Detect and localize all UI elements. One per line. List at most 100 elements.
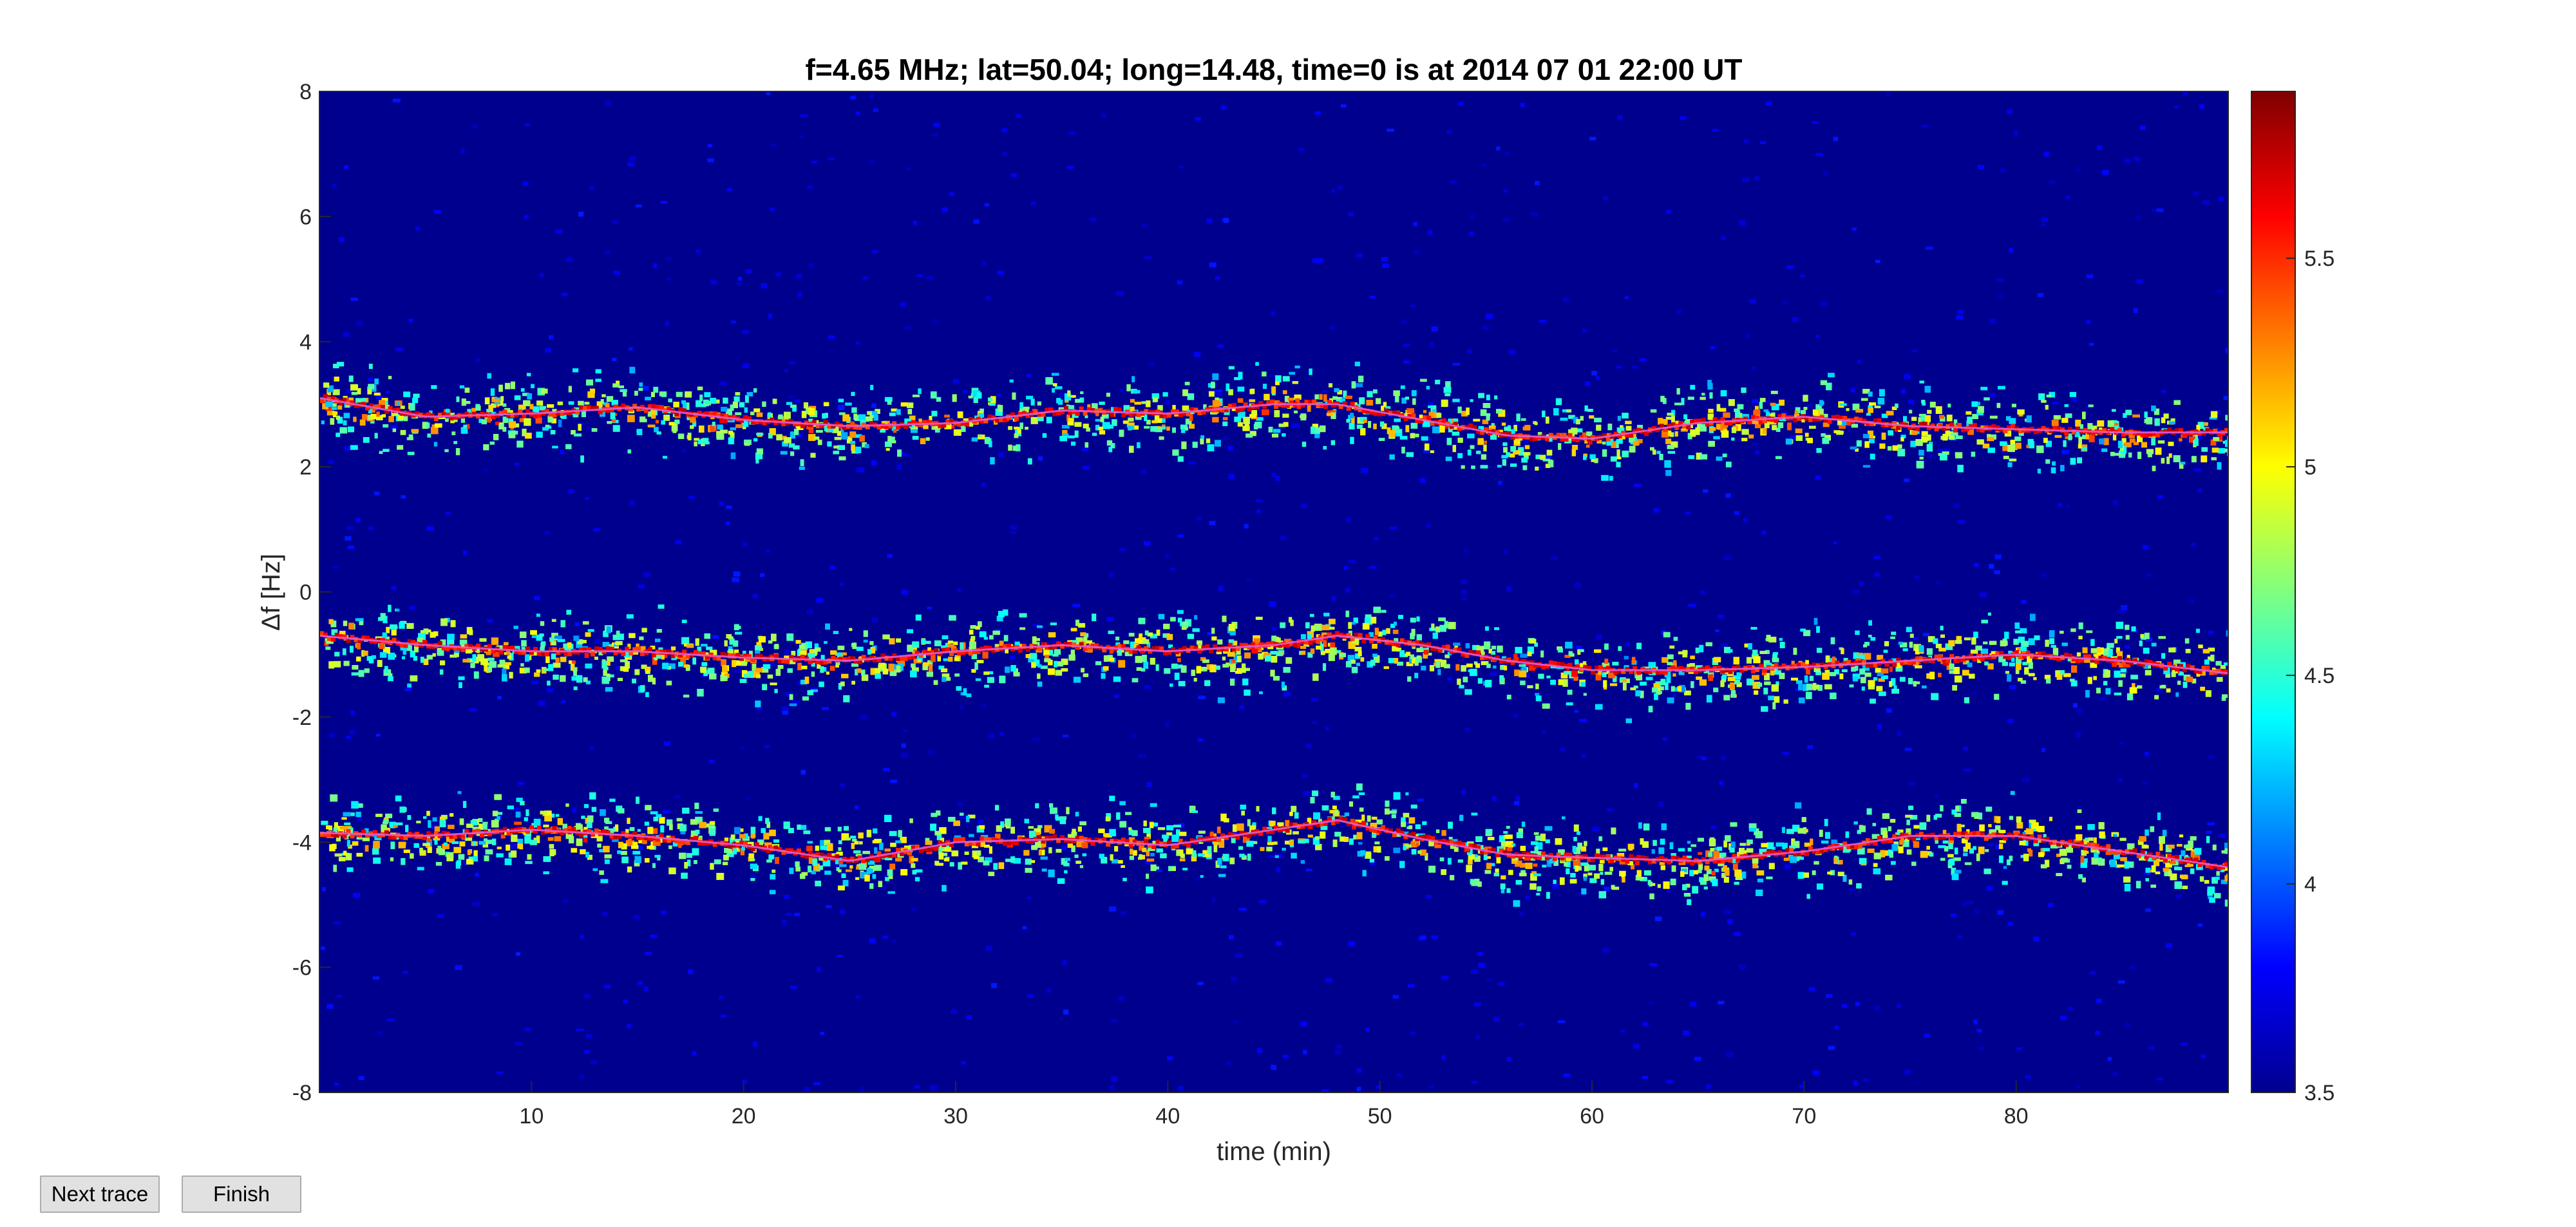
noise-speckle bbox=[1649, 963, 1658, 966]
trace-speckle bbox=[666, 680, 672, 686]
trace-speckle bbox=[1476, 451, 1481, 454]
trace-speckle bbox=[944, 422, 952, 429]
trace-speckle bbox=[1155, 664, 1159, 671]
trace-core bbox=[2213, 428, 2218, 434]
trace-speckle bbox=[1063, 433, 1069, 436]
trace-core bbox=[1533, 662, 1539, 668]
trace-speckle bbox=[602, 642, 609, 648]
noise-speckle bbox=[1807, 745, 1814, 749]
trace-speckle bbox=[1736, 682, 1742, 688]
noise-speckle bbox=[1177, 1086, 1184, 1091]
trace-speckle bbox=[1432, 412, 1440, 418]
trace-speckle bbox=[502, 668, 507, 675]
trace-speckle bbox=[670, 646, 676, 651]
noise-speckle bbox=[959, 705, 965, 710]
trace-core bbox=[701, 651, 706, 657]
trace-core bbox=[2178, 427, 2183, 433]
trace-speckle bbox=[1439, 624, 1446, 632]
trace-speckle bbox=[2224, 440, 2228, 447]
trace-speckle bbox=[1935, 406, 1942, 414]
trace-speckle bbox=[2123, 413, 2127, 418]
trace-speckle bbox=[1019, 422, 1024, 429]
trace-core bbox=[643, 407, 649, 413]
trace-speckle bbox=[1137, 442, 1141, 449]
trace-speckle bbox=[2208, 656, 2213, 660]
noise-speckle bbox=[2098, 449, 2105, 453]
trace-speckle bbox=[1253, 638, 1260, 644]
trace-speckle bbox=[1662, 398, 1667, 404]
trace-speckle bbox=[1735, 411, 1741, 419]
trace-speckle bbox=[1876, 655, 1884, 660]
trace-speckle bbox=[807, 653, 815, 660]
noise-speckle bbox=[1083, 465, 1090, 470]
trace-speckle bbox=[2061, 418, 2069, 423]
trace-speckle bbox=[1878, 678, 1885, 682]
trace-speckle bbox=[1654, 693, 1658, 700]
trace-speckle bbox=[970, 638, 975, 644]
trace-speckle bbox=[2211, 457, 2217, 461]
trace-speckle bbox=[1989, 829, 1997, 834]
noise-speckle bbox=[1570, 679, 1575, 682]
noise-speckle bbox=[2146, 573, 2152, 577]
trace-speckle bbox=[799, 466, 805, 471]
trace-speckle bbox=[886, 448, 890, 451]
trace-speckle bbox=[1699, 679, 1707, 686]
trace-speckle bbox=[1924, 415, 1931, 422]
trace-core bbox=[1514, 657, 1519, 662]
noise-speckle bbox=[563, 899, 568, 903]
trace-speckle bbox=[1911, 430, 1918, 435]
trace-speckle bbox=[573, 686, 578, 691]
trace-speckle bbox=[519, 632, 527, 639]
trace-speckle bbox=[1622, 679, 1627, 682]
trace-speckle bbox=[1631, 657, 1636, 664]
noise-speckle bbox=[984, 203, 989, 207]
noise-speckle bbox=[1441, 975, 1449, 980]
noise-speckle bbox=[1312, 720, 1318, 724]
trace-speckle bbox=[2096, 688, 2101, 694]
trace-speckle bbox=[2108, 648, 2113, 656]
trace-speckle bbox=[2092, 426, 2098, 433]
trace-speckle bbox=[326, 638, 334, 644]
trace-speckle bbox=[800, 459, 804, 467]
trace-speckle bbox=[871, 646, 876, 654]
trace-speckle bbox=[1233, 653, 1237, 661]
trace-speckle bbox=[1827, 373, 1835, 378]
noise-speckle bbox=[1765, 400, 1770, 404]
trace-core bbox=[502, 409, 507, 415]
trace-speckle bbox=[2126, 693, 2134, 700]
trace-speckle bbox=[1275, 375, 1282, 383]
trace-speckle bbox=[758, 636, 766, 643]
trace-speckle bbox=[1372, 389, 1378, 394]
trace-speckle bbox=[504, 407, 511, 414]
trace-core bbox=[1243, 402, 1248, 408]
trace-core bbox=[594, 646, 599, 652]
noise-speckle bbox=[578, 211, 584, 217]
trace-speckle bbox=[1697, 422, 1702, 428]
trace-core bbox=[342, 397, 347, 403]
trace-speckle bbox=[629, 366, 636, 374]
noise-speckle bbox=[2193, 191, 2199, 196]
trace-speckle bbox=[1595, 673, 1602, 681]
trace-speckle bbox=[1730, 682, 1735, 690]
trace-speckle bbox=[893, 429, 897, 433]
trace-core bbox=[1575, 437, 1580, 443]
noise-speckle bbox=[1642, 1076, 1649, 1080]
noise-speckle bbox=[605, 100, 611, 106]
trace-speckle bbox=[855, 446, 862, 453]
trace-speckle bbox=[772, 398, 777, 404]
noise-speckle bbox=[1221, 105, 1227, 110]
trace-speckle bbox=[1243, 417, 1250, 424]
trace-speckle bbox=[1241, 663, 1246, 670]
trace-speckle bbox=[755, 453, 763, 460]
trace-speckle bbox=[2059, 630, 2064, 634]
trace-speckle bbox=[1672, 673, 1676, 677]
trace-speckle bbox=[547, 680, 551, 686]
trace-speckle bbox=[1162, 392, 1168, 397]
noise-speckle bbox=[2145, 908, 2152, 912]
noise-speckle bbox=[1739, 964, 1746, 969]
trace-speckle bbox=[1275, 380, 1280, 386]
trace-core bbox=[705, 411, 710, 417]
trace-speckle bbox=[1350, 436, 1354, 444]
trace-core bbox=[1350, 401, 1355, 407]
noise-speckle bbox=[2006, 109, 2013, 114]
